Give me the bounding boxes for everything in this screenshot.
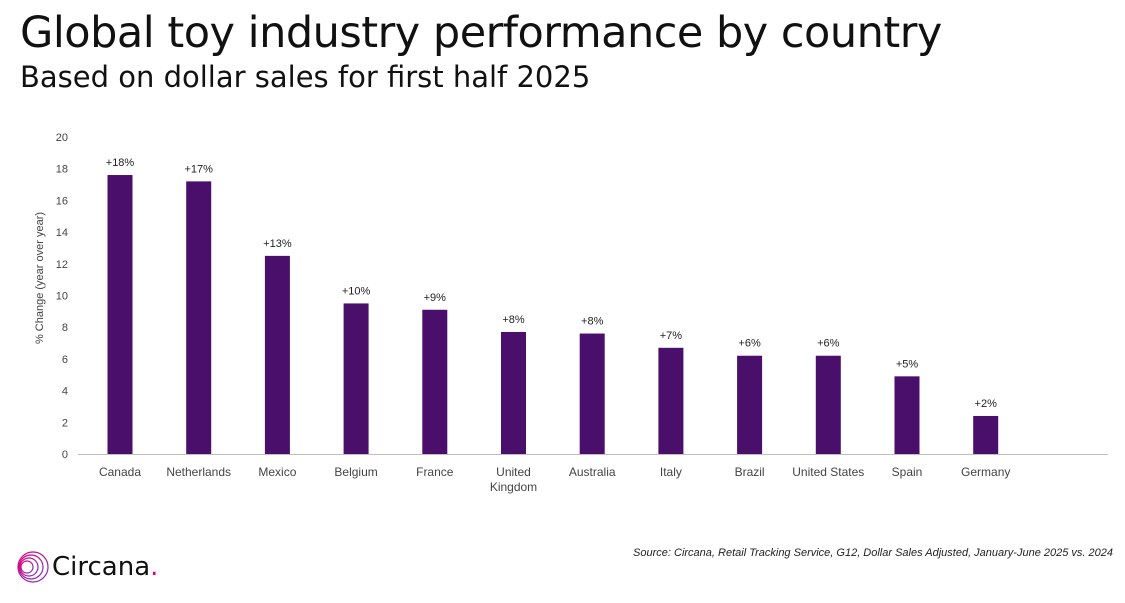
data-label: +13% [263, 238, 292, 250]
y-tick-label: 12 [56, 259, 68, 271]
x-tick-label: Brazil [735, 465, 765, 479]
x-tick-label: Spain [892, 465, 923, 479]
x-tick-label: United Kingdom [490, 465, 537, 494]
circana-logo-icon [17, 551, 49, 583]
data-label: +6% [738, 338, 761, 350]
bar [501, 331, 526, 454]
y-tick-label: 10 [56, 291, 68, 303]
circana-logo: Circana. [16, 550, 158, 584]
x-tick-label: Mexico [258, 465, 296, 479]
data-label: +5% [896, 358, 919, 370]
y-tick-label: 0 [62, 449, 68, 461]
bar [264, 255, 290, 454]
bar [107, 175, 133, 454]
y-tick-label: 6 [62, 354, 68, 366]
y-tick-label: 8 [62, 322, 68, 334]
bar [658, 347, 684, 454]
data-label: +18% [106, 157, 135, 169]
logo-wordmark: Circana. [52, 552, 159, 582]
data-label: +2% [975, 398, 998, 410]
bar [973, 415, 999, 454]
y-tick-label: 18 [56, 164, 68, 176]
data-label: +10% [342, 285, 371, 297]
x-tick-label: Canada [99, 465, 141, 479]
bar [186, 181, 212, 454]
y-tick-label: 2 [62, 417, 68, 429]
source-note: Source: Circana, Retail Tracking Service… [633, 547, 1113, 559]
x-tick-label: Australia [569, 465, 616, 479]
data-label: +8% [502, 314, 525, 326]
bar [894, 376, 920, 454]
data-label: +9% [424, 292, 447, 304]
bar [343, 303, 369, 454]
bar [737, 355, 763, 454]
x-tick-label: Netherlands [166, 465, 231, 479]
bar [579, 333, 605, 454]
chart-subtitle: Based on dollar sales for first half 202… [20, 60, 591, 94]
bar [815, 355, 841, 454]
bar [422, 309, 448, 454]
y-tick-label: 4 [62, 386, 68, 398]
y-tick-label: 16 [56, 195, 68, 207]
x-tick-label: United States [792, 465, 864, 479]
x-tick-label: Germany [961, 465, 1010, 479]
data-label: +8% [581, 316, 604, 328]
y-tick-label: 20 [56, 132, 68, 144]
x-tick-label: Belgium [334, 465, 377, 479]
bar-chart: 0 2 4 6 8 10 12 14 16 18 20 +18% Canada +17% Netherlan… [56, 132, 1108, 494]
x-tick-label: Italy [660, 465, 682, 479]
x-tick-label: France [416, 465, 454, 479]
data-label: +17% [184, 163, 213, 175]
data-label: +7% [660, 330, 683, 342]
data-label: +6% [817, 338, 840, 350]
y-tick-label: 14 [56, 227, 68, 239]
chart-title: Global toy industry performance by count… [20, 8, 942, 58]
